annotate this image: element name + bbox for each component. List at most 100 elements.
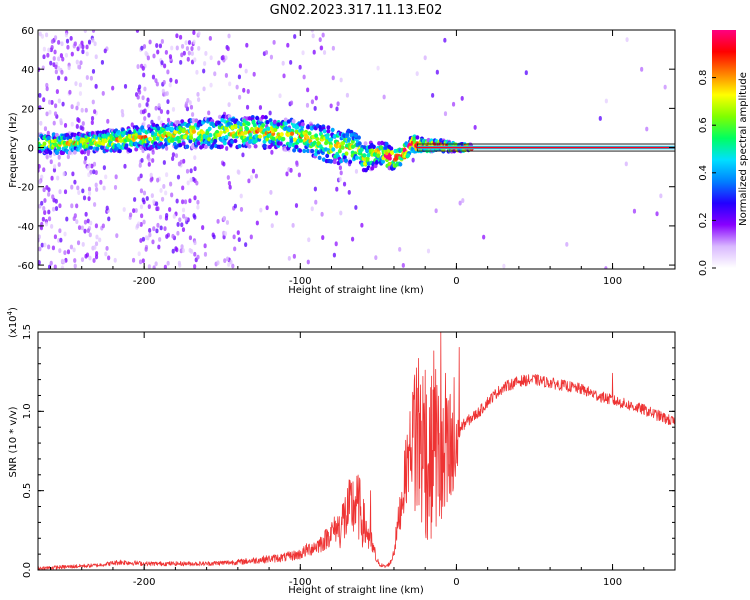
x-tick-label: 0	[453, 577, 459, 588]
heatmap-cell	[102, 165, 106, 171]
heatmap-cell	[165, 234, 169, 239]
heatmap-cell	[292, 253, 296, 259]
heatmap-cell	[94, 83, 98, 89]
heatmap-cell	[157, 115, 161, 121]
heatmap-cell	[64, 52, 69, 58]
heatmap-cell	[53, 234, 58, 240]
heatmap-cell	[161, 88, 165, 94]
heatmap-cell	[233, 124, 238, 130]
heatmap-cell	[251, 168, 256, 174]
heatmap-cell	[321, 32, 325, 38]
heatmap-cell	[46, 52, 50, 58]
heatmap-cell	[75, 124, 79, 129]
heatmap-cell	[57, 98, 61, 104]
heatmap-cell	[139, 204, 144, 210]
heatmap-cell	[387, 156, 392, 161]
heatmap-cell	[598, 116, 602, 121]
heatmap-cell	[78, 82, 83, 88]
heatmap-cell	[81, 44, 85, 50]
heatmap-cell	[63, 189, 68, 195]
heatmap-cell	[72, 150, 77, 155]
heatmap-cell	[151, 158, 155, 163]
heatmap-cell	[168, 207, 172, 212]
heatmap-cell	[242, 87, 246, 93]
heatmap-cell	[239, 122, 244, 127]
heatmap-cell	[130, 122, 134, 128]
heatmap-cell	[47, 216, 52, 222]
x-tick-label: -200	[133, 577, 156, 588]
heatmap-cell	[166, 109, 170, 115]
heatmap-cell	[325, 135, 330, 140]
heatmap-cell	[347, 189, 351, 195]
heatmap-cell	[51, 194, 55, 200]
heatmap-cell	[63, 123, 68, 128]
heatmap-cell	[174, 79, 178, 84]
heatmap-cell	[182, 50, 186, 56]
heatmap-cell	[57, 65, 61, 71]
heatmap-cell	[225, 220, 230, 225]
heatmap-cell	[315, 136, 320, 142]
heatmap-cell	[83, 159, 87, 165]
heatmap-cell	[170, 192, 174, 198]
heatmap-cell	[227, 102, 231, 108]
heatmap-cell	[219, 144, 224, 149]
heatmap-cell	[141, 258, 145, 264]
heatmap-cell	[66, 249, 71, 255]
heatmap-cell	[175, 135, 180, 141]
heatmap-cell	[209, 82, 213, 88]
heatmap-cell	[443, 111, 448, 117]
heatmap-cell	[337, 148, 342, 154]
heatmap-cell	[342, 155, 347, 160]
heatmap-cell	[45, 185, 49, 190]
heatmap-cell	[172, 213, 176, 219]
heatmap-cell	[287, 256, 291, 261]
heatmap-cell	[70, 184, 74, 190]
heatmap-cell	[95, 251, 99, 256]
heatmap-cell	[84, 211, 88, 217]
heatmap-cell	[624, 161, 628, 167]
heatmap-cell	[632, 208, 637, 214]
heatmap-cell	[281, 60, 285, 66]
heatmap-cell	[228, 184, 232, 190]
heatmap-cell	[135, 30, 140, 33]
heatmap-cell	[379, 145, 384, 150]
heatmap-cell	[448, 142, 453, 147]
heatmap-cell	[57, 56, 61, 62]
heatmap-cell	[88, 232, 92, 238]
heatmap-cell	[263, 115, 268, 120]
snr-series-line	[38, 332, 675, 570]
heatmap-cell	[272, 119, 277, 125]
y-tick-label: -60	[18, 261, 34, 272]
heatmap-cell	[47, 191, 51, 197]
heatmap-cell	[187, 50, 191, 56]
heatmap-cell	[117, 148, 122, 154]
heatmap-cell	[149, 172, 153, 178]
heatmap-cell	[184, 40, 188, 46]
heatmap-cell	[38, 105, 42, 111]
heatmap-cell	[94, 182, 98, 188]
heatmap-cell	[244, 68, 248, 74]
heatmap-cell	[86, 165, 90, 171]
heatmap-cell	[95, 234, 99, 240]
heatmap-cell	[189, 168, 193, 174]
heatmap-cell	[342, 181, 347, 187]
heatmap-cell	[148, 228, 152, 233]
heatmap-cell	[339, 170, 343, 176]
heatmap-cell	[165, 145, 169, 151]
heatmap-cell	[360, 222, 364, 228]
heatmap-cell	[89, 75, 93, 81]
heatmap-cell	[131, 257, 136, 263]
heatmap-cell	[177, 161, 182, 167]
heatmap-cell	[193, 155, 197, 160]
heatmap-cell	[181, 227, 186, 233]
heatmap-cell	[181, 185, 185, 191]
heatmap-cell	[363, 141, 368, 146]
heatmap-cell	[64, 76, 68, 82]
heatmap-cell	[310, 148, 315, 154]
heatmap-cell	[136, 94, 140, 100]
heatmap-cell	[54, 132, 59, 138]
heatmap-cell	[221, 114, 226, 119]
heatmap-cell	[144, 235, 149, 241]
heatmap-cell	[298, 64, 302, 70]
